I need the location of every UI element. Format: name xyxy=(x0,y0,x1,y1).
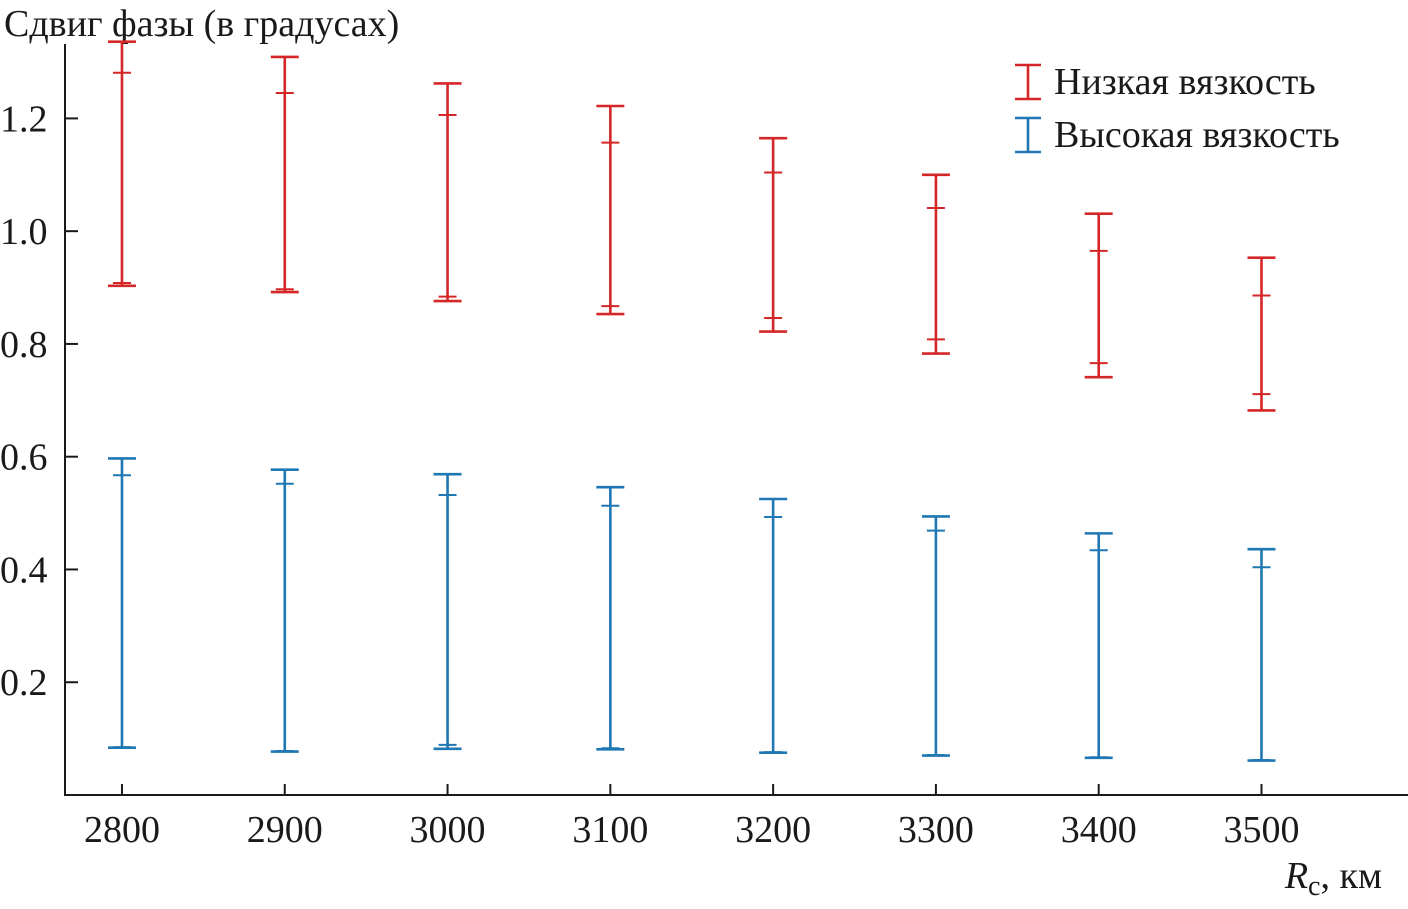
error-bar xyxy=(270,468,299,753)
x-axis-label-unit: , км xyxy=(1320,855,1382,897)
error-bar xyxy=(270,55,299,294)
error-bar xyxy=(1084,212,1113,379)
x-ticks: 2800 2900 3000 3100 3200 3300 3400 3500 xyxy=(84,784,1299,851)
error-bar xyxy=(107,40,136,288)
x-tick-label: 2900 xyxy=(247,809,323,851)
x-axis-label-symbol: R xyxy=(1284,855,1308,897)
series-high-viscosity xyxy=(107,457,1276,762)
error-bar xyxy=(107,457,136,749)
y-tick-label: 0.2 xyxy=(0,662,48,704)
error-bar xyxy=(1247,547,1276,762)
error-bar xyxy=(433,82,462,303)
error-bars xyxy=(107,40,1276,762)
x-axis-label-subscript: c xyxy=(1308,871,1320,902)
x-tick-label: 3200 xyxy=(735,809,811,851)
error-bar xyxy=(433,472,462,751)
error-bar xyxy=(759,497,788,755)
y-tick-label: 0.8 xyxy=(0,324,48,366)
y-tick-label: 1.2 xyxy=(0,98,48,140)
x-axis-label: Rc, км xyxy=(1284,855,1382,902)
error-bar xyxy=(596,485,625,751)
y-ticks: 0.2 0.4 0.6 0.8 1.0 1.2 xyxy=(0,98,78,704)
error-bar xyxy=(759,136,788,333)
error-bar xyxy=(596,104,625,316)
legend: Низкая вязкость Высокая вязкость xyxy=(1015,61,1340,156)
y-tick-label: 0.6 xyxy=(0,437,48,479)
x-tick-label: 3100 xyxy=(572,809,648,851)
legend-label: Высокая вязкость xyxy=(1054,114,1340,156)
error-bar xyxy=(1084,532,1113,760)
x-tick-label: 3000 xyxy=(410,809,486,851)
x-tick-label: 3500 xyxy=(1223,809,1299,851)
y-tick-label: 1.0 xyxy=(0,211,48,253)
error-bar xyxy=(921,173,950,355)
legend-label: Низкая вязкость xyxy=(1054,61,1316,103)
x-tick-label: 3400 xyxy=(1061,809,1137,851)
legend-item: Высокая вязкость xyxy=(1015,114,1340,156)
error-bar xyxy=(1247,256,1276,412)
x-tick-label: 3300 xyxy=(898,809,974,851)
x-tick-label: 2800 xyxy=(84,809,160,851)
y-tick-label: 0.4 xyxy=(0,549,48,591)
legend-item: Низкая вязкость xyxy=(1015,61,1316,103)
y-axis-label: Сдвиг фазы (в градусах) xyxy=(4,3,399,45)
error-bar xyxy=(921,515,950,757)
series-low-viscosity xyxy=(107,40,1276,412)
